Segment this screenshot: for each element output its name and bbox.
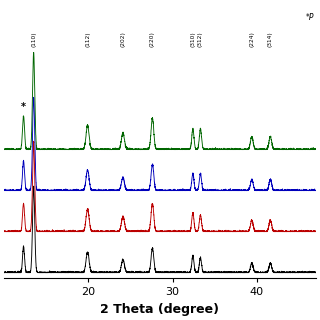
Text: (312): (312) [198,31,203,47]
X-axis label: 2 Theta (degree): 2 Theta (degree) [100,303,220,316]
Text: (224): (224) [249,31,254,47]
Text: (110): (110) [31,31,36,47]
Text: (112): (112) [85,31,90,47]
Text: *P: *P [306,13,314,22]
Text: (310): (310) [190,31,195,47]
Text: (202): (202) [120,31,125,47]
Text: (220): (220) [150,31,155,47]
Text: (314): (314) [268,31,273,47]
Text: *: * [21,102,26,112]
